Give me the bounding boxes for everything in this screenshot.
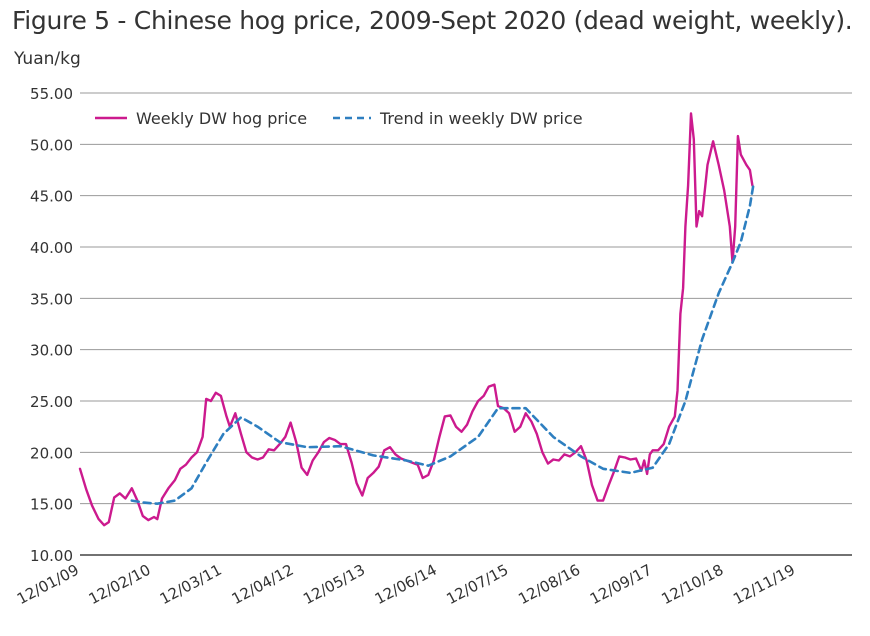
x-tick-label: 12/09/17 <box>587 561 655 609</box>
x-tick-label: 12/05/13 <box>300 561 368 609</box>
series-line-trend <box>130 184 755 506</box>
x-tick-label: 12/08/16 <box>515 561 583 609</box>
x-tick-label: 12/11/19 <box>730 561 798 609</box>
y-tick-label: 30.00 <box>30 342 73 360</box>
y-tick-label: 35.00 <box>30 290 73 308</box>
y-tick-label: 40.00 <box>30 239 73 257</box>
legend-label: Weekly DW hog price <box>136 109 307 128</box>
x-tick-label: 12/06/14 <box>372 561 440 609</box>
x-tick-label: 12/10/18 <box>658 561 726 609</box>
x-tick-label: 12/07/15 <box>443 561 511 609</box>
x-tick-label: 12/04/12 <box>229 561 297 609</box>
y-tick-label: 15.00 <box>30 496 73 514</box>
legend-label: Trend in weekly DW price <box>379 109 583 128</box>
y-tick-label: 50.00 <box>30 136 73 154</box>
y-tick-label: 10.00 <box>30 547 73 565</box>
y-tick-label: 20.00 <box>30 444 73 462</box>
series-line-weekly-price <box>78 112 754 527</box>
y-tick-label: 45.00 <box>30 188 73 206</box>
x-tick-label: 12/03/11 <box>157 561 225 609</box>
y-tick-label: 25.00 <box>30 393 73 411</box>
x-tick-label: 12/01/09 <box>14 561 82 609</box>
chart-title: Figure 5 - Chinese hog price, 2009-Sept … <box>12 6 853 35</box>
x-tick-label: 12/02/10 <box>86 561 154 609</box>
y-axis-unit-label: Yuan/kg <box>14 49 81 69</box>
y-tick-label: 55.00 <box>30 85 73 103</box>
